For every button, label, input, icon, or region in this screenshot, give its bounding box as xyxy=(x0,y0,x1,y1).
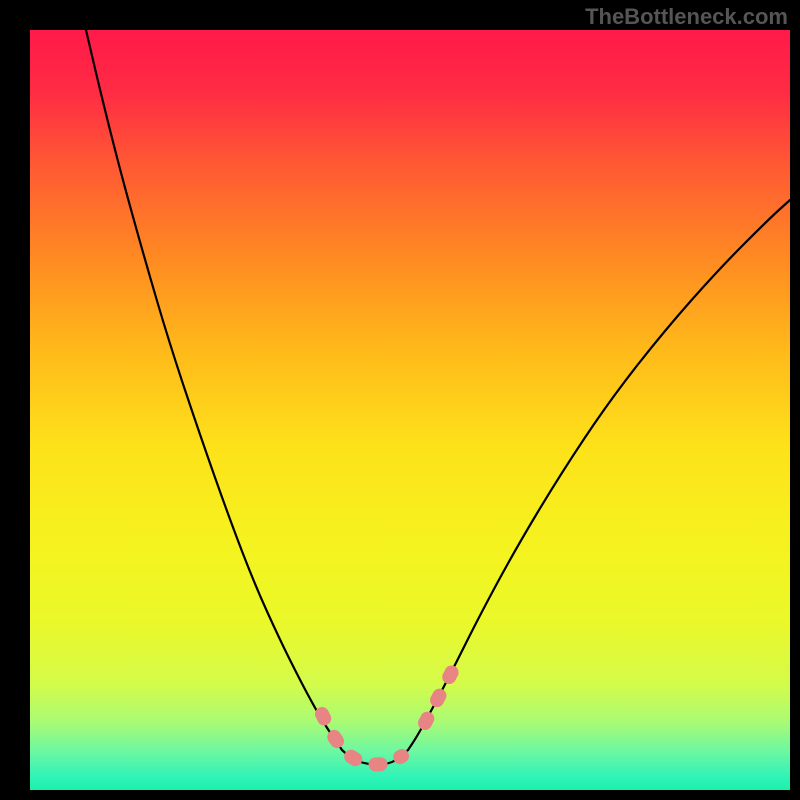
gradient-background xyxy=(30,30,790,790)
plot-area xyxy=(30,30,790,790)
watermark-label: TheBottleneck.com xyxy=(585,4,788,30)
chart-svg xyxy=(30,30,790,790)
